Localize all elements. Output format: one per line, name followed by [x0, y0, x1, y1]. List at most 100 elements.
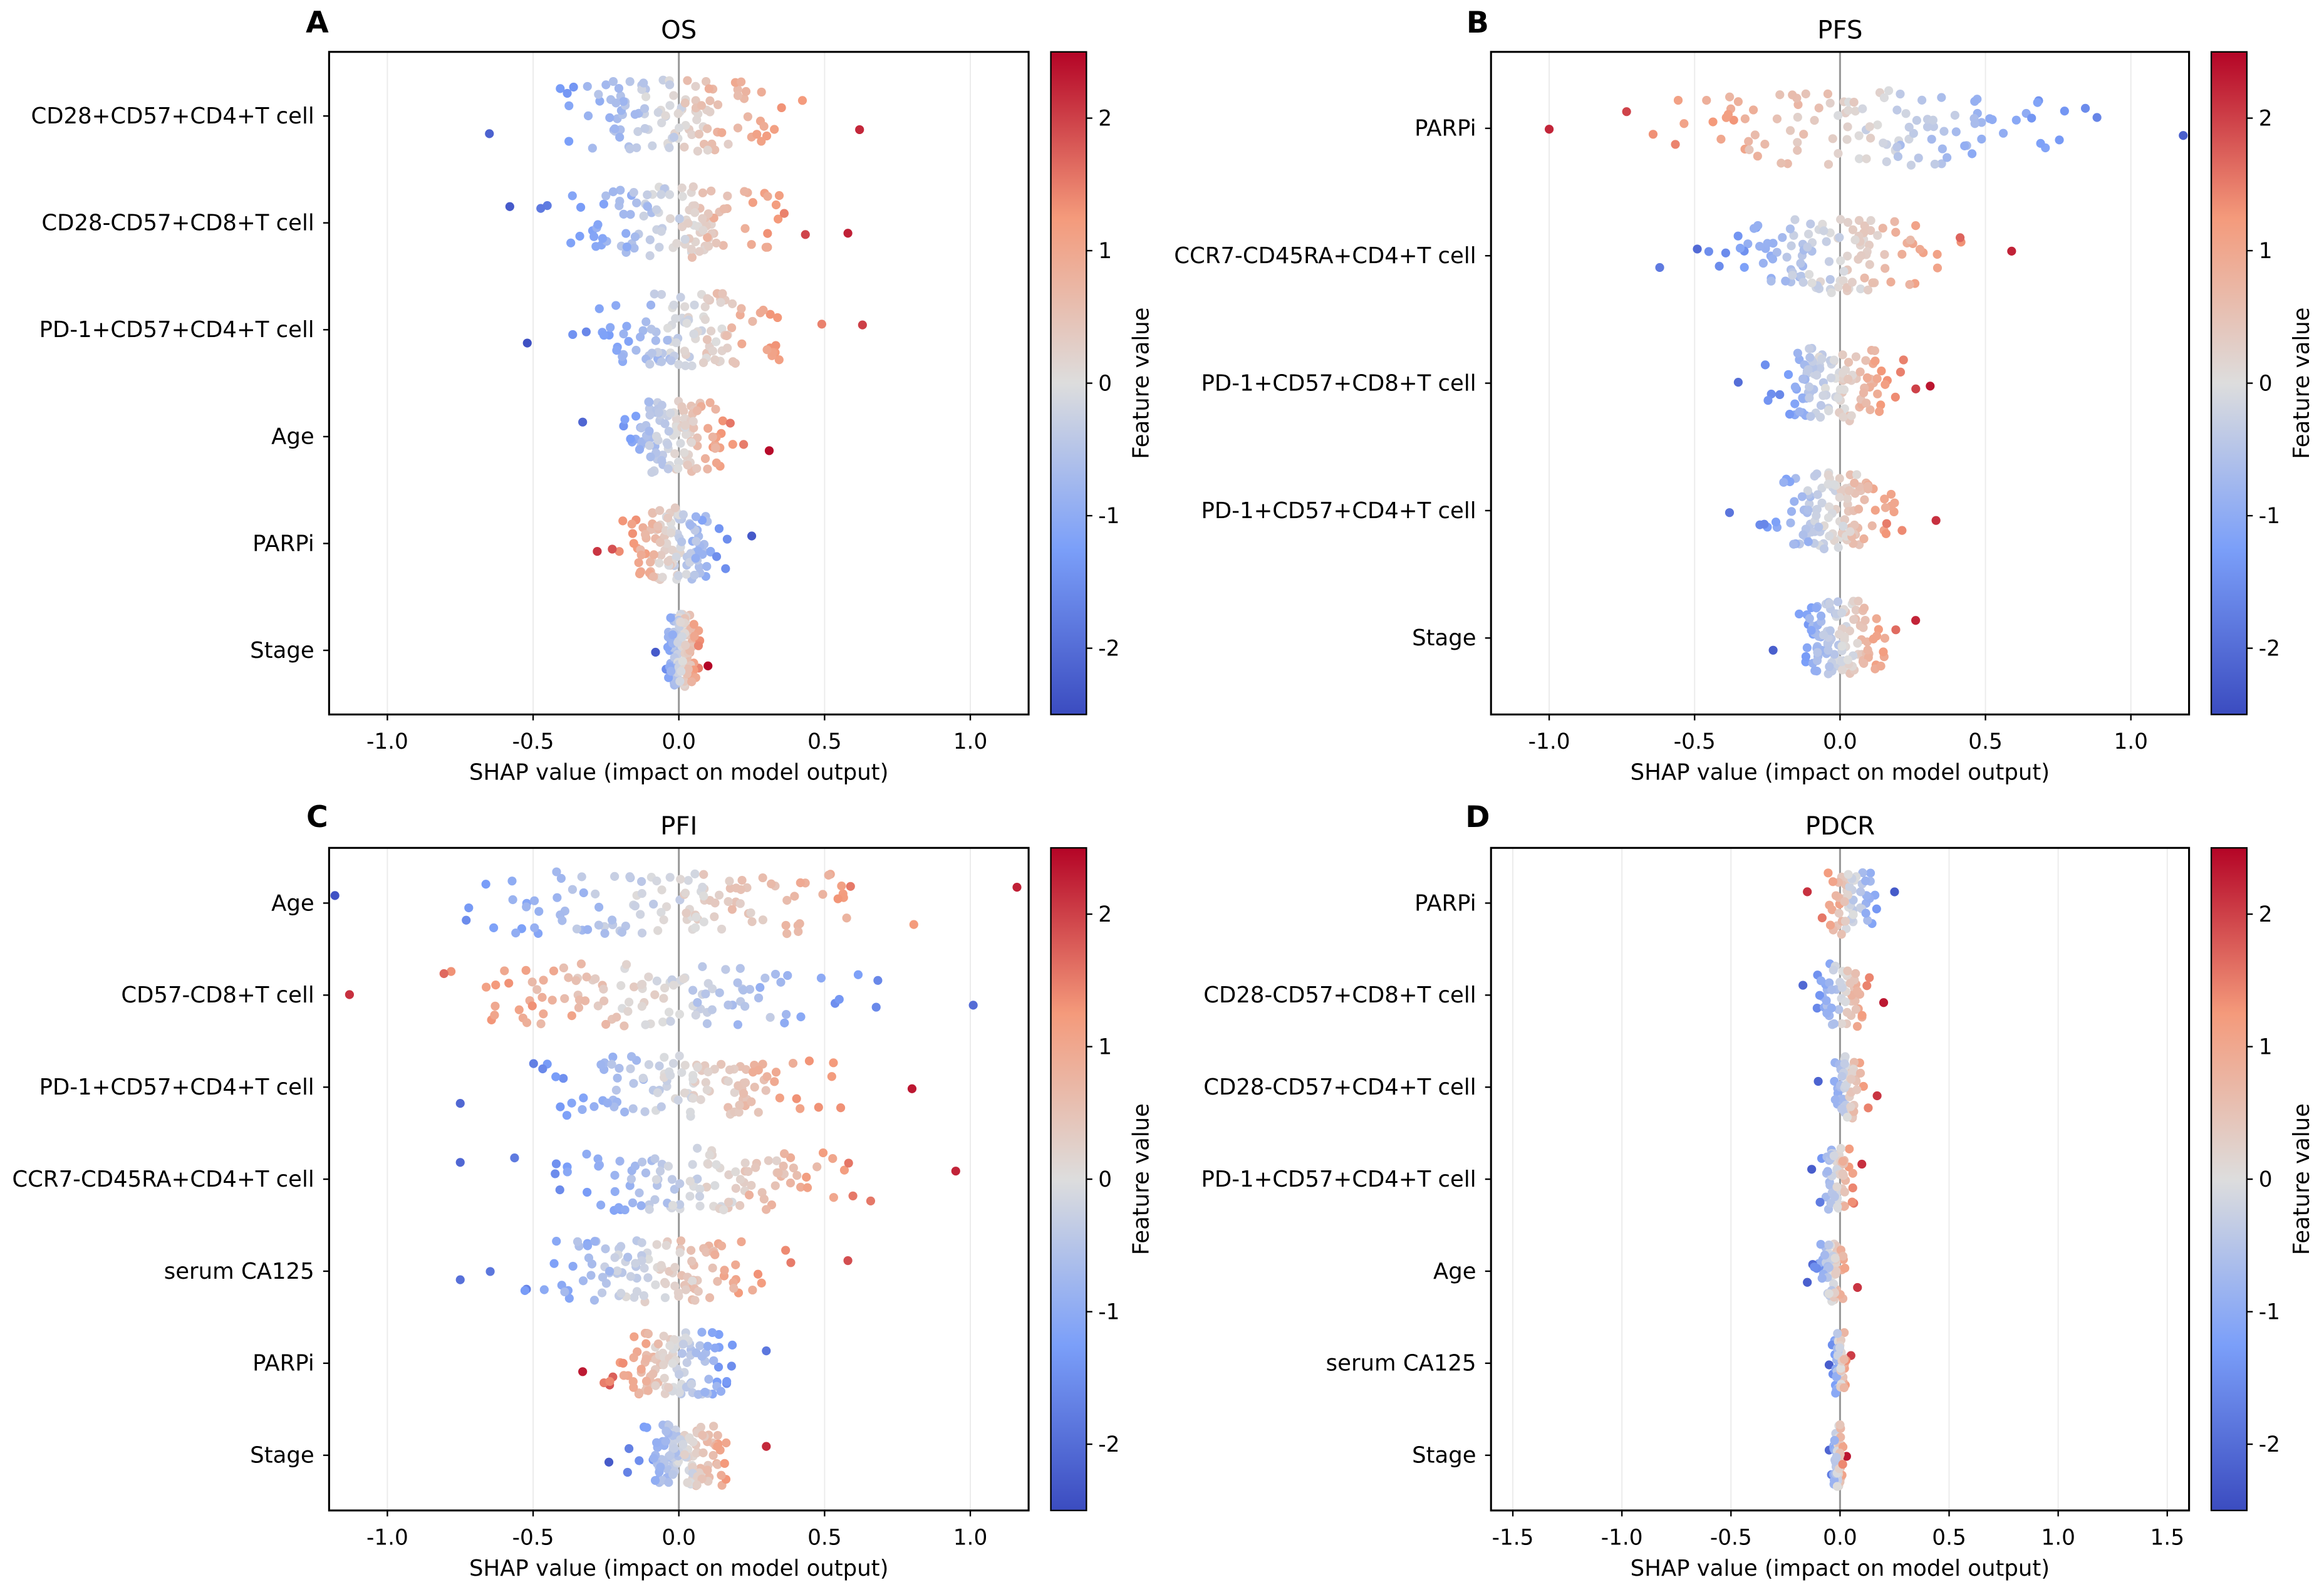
shap-point	[703, 241, 713, 251]
shap-point	[557, 1281, 566, 1290]
panel-title: PFI	[660, 812, 697, 841]
shap-point	[677, 402, 687, 412]
shap-point	[661, 1437, 670, 1446]
shap-point	[1825, 598, 1834, 608]
shap-point	[583, 81, 592, 91]
shap-point	[1823, 868, 1833, 878]
shap-point	[770, 1181, 780, 1190]
shap-point	[675, 1179, 685, 1189]
colorbar-label: Feature value	[1129, 1103, 1154, 1255]
shap-point	[688, 986, 698, 995]
shap-point	[578, 417, 588, 427]
shap-point	[710, 355, 720, 365]
shap-point	[1835, 1420, 1845, 1430]
feature-row: Age	[271, 397, 774, 477]
shap-point	[1836, 215, 1845, 224]
shap-point	[689, 329, 698, 339]
shap-point	[733, 1020, 743, 1029]
shap-point	[637, 1238, 646, 1247]
shap-point	[601, 1019, 611, 1029]
shap-point	[1881, 529, 1891, 538]
shap-point	[651, 1175, 661, 1184]
shap-point	[1824, 405, 1834, 415]
shap-point	[1865, 868, 1875, 878]
shap-point	[683, 219, 693, 228]
shap-point	[1844, 486, 1854, 496]
panel-letter: C	[306, 800, 328, 835]
shap-point	[1899, 355, 1908, 365]
x-tick-label: 0.5	[807, 1525, 842, 1550]
shap-point	[839, 1165, 849, 1175]
shap-point	[652, 976, 661, 986]
shap-point	[1890, 887, 1899, 897]
shap-point	[678, 192, 687, 201]
shap-point	[842, 913, 851, 923]
shap-point	[1865, 405, 1875, 415]
shap-point	[1837, 1019, 1847, 1029]
shap-point	[623, 1467, 632, 1477]
shap-point	[1805, 269, 1814, 279]
shap-point	[744, 1190, 754, 1200]
shap-point	[774, 214, 783, 224]
shap-point	[675, 214, 684, 224]
shap-point	[576, 202, 586, 212]
shap-point	[754, 993, 764, 1002]
shap-point	[693, 147, 702, 156]
shap-point	[1833, 1329, 1842, 1338]
shap-point	[740, 1002, 750, 1011]
shap-point	[733, 978, 742, 987]
shap-point	[1799, 130, 1808, 139]
shap-point	[1854, 154, 1864, 164]
shap-point	[693, 1062, 702, 1072]
shap-point	[1845, 470, 1855, 479]
feature-row: CD28-CD57+CD8+T cell	[41, 182, 853, 262]
shap-point	[1810, 666, 1820, 675]
shap-point	[672, 553, 681, 562]
shap-point	[748, 198, 757, 207]
shap-point	[665, 80, 675, 90]
shap-point	[1819, 630, 1829, 640]
shap-point	[656, 551, 666, 560]
feature-row: CD57-CD8+T cell	[121, 959, 978, 1031]
shap-point	[1798, 393, 1807, 403]
feature-row: PARPi	[1414, 868, 1899, 939]
shap-point	[668, 1200, 678, 1210]
shap-point	[1826, 373, 1836, 383]
shap-point	[739, 1089, 749, 1098]
shap-point	[558, 916, 567, 925]
shap-point	[1865, 122, 1874, 132]
shap-point	[651, 647, 660, 657]
shap-point	[641, 1339, 651, 1348]
shap-point	[675, 123, 684, 133]
shap-point	[1768, 645, 1778, 655]
shap-point	[1825, 626, 1835, 635]
colorbar-tick-label: 2	[2259, 902, 2273, 927]
shap-point	[1859, 388, 1869, 398]
shap-point	[758, 873, 767, 883]
shap-point	[1854, 131, 1864, 140]
shap-point	[688, 417, 698, 426]
shap-point	[654, 408, 664, 417]
shap-point	[755, 308, 765, 318]
x-axis-label: SHAP value (impact on model output)	[469, 1556, 888, 1581]
shap-point	[647, 467, 656, 477]
shap-point	[481, 880, 490, 889]
shap-point	[829, 1193, 838, 1202]
shap-point	[1896, 89, 1905, 99]
shap-point	[1897, 249, 1907, 259]
shap-point	[771, 200, 781, 210]
shap-point	[594, 902, 604, 912]
shap-point	[1648, 130, 1658, 139]
shap-point	[761, 1086, 770, 1095]
shap-point	[629, 539, 638, 548]
shap-point	[724, 1001, 733, 1010]
feature-row: Stage	[1412, 1420, 1851, 1491]
shap-point	[1775, 390, 1785, 400]
shap-point	[599, 330, 609, 340]
shap-point	[1828, 877, 1838, 887]
shap-point	[616, 185, 625, 195]
shap-point	[1906, 236, 1915, 245]
shap-point	[716, 298, 725, 307]
shap-point	[578, 1367, 588, 1376]
shap-point	[1843, 251, 1852, 261]
